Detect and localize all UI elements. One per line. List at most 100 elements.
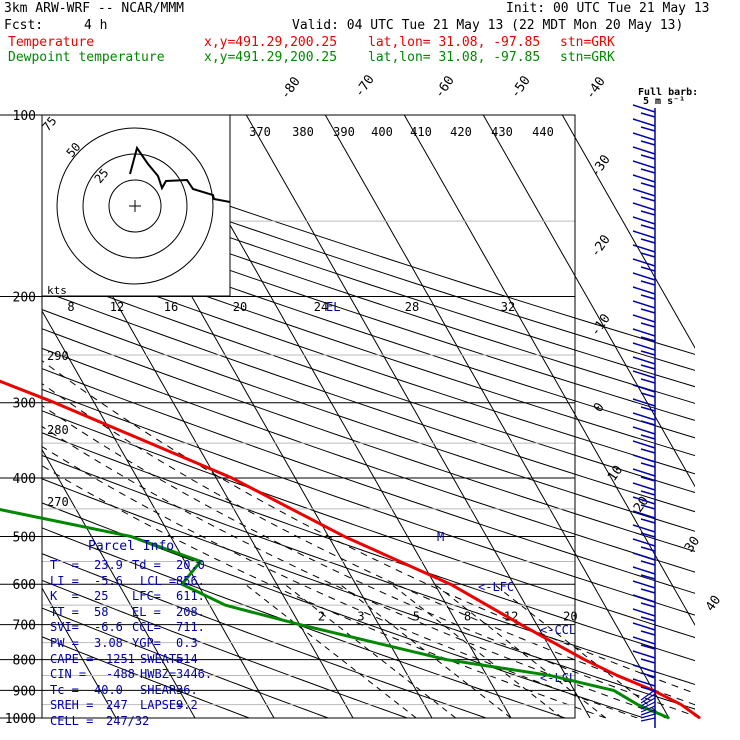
temperature-point-13 bbox=[699, 717, 701, 719]
wind-barb-half-378 bbox=[640, 378, 656, 384]
wind-barb-434 bbox=[632, 426, 656, 435]
temperature-point-9 bbox=[583, 658, 586, 661]
isotherm-label--80: -80 bbox=[278, 74, 304, 102]
wind-barb-392 bbox=[632, 384, 656, 393]
parcel-cell: LCL = bbox=[140, 573, 177, 588]
parcel-cell: 40.0 bbox=[94, 682, 123, 697]
wind-barb-546 bbox=[632, 538, 656, 547]
parcel-cell: Td = bbox=[132, 558, 161, 572]
hodograph-speed-label: kts bbox=[47, 284, 67, 297]
wind-barb-half-168 bbox=[640, 168, 656, 174]
dewpoint-xy: x,y=491.29,200.25 bbox=[204, 50, 338, 65]
wind-barb-half-672 bbox=[640, 672, 656, 678]
temperature-point-10 bbox=[616, 674, 618, 677]
wind-barb-252 bbox=[632, 244, 656, 253]
moist-adiabat-4 bbox=[42, 383, 695, 706]
moist-adiabat-1 bbox=[42, 445, 638, 718]
wind-barb-644 bbox=[632, 636, 656, 645]
wind-barb-sfc-0 bbox=[640, 689, 656, 701]
parcel-cell: 20.0 bbox=[176, 558, 205, 572]
dewpoint-point-10 bbox=[181, 583, 183, 586]
wind-barb-sfc-6 bbox=[640, 713, 656, 719]
wind-barb-half-266 bbox=[640, 266, 656, 272]
wind-barb-490 bbox=[632, 482, 656, 491]
isotherm-label--40: -40 bbox=[583, 74, 609, 102]
parcel-cell: 9.2 bbox=[176, 698, 198, 713]
theta-label-270: 270 bbox=[47, 495, 69, 509]
dewpoint-point-12 bbox=[298, 623, 301, 626]
isotherm-label--70: -70 bbox=[352, 72, 378, 100]
wind-barb-half-434 bbox=[640, 434, 656, 440]
wind-barb-sfc-3 bbox=[640, 701, 656, 710]
theta-e-label-440: 440 bbox=[532, 125, 554, 139]
isotherm-label--60: -60 bbox=[432, 73, 458, 101]
temperature-point-5 bbox=[231, 477, 233, 479]
parcel-cell: EL = bbox=[132, 604, 161, 619]
theta-e-label-390: 390 bbox=[333, 125, 355, 139]
pressure-lines bbox=[0, 114, 576, 719]
mixing-ratio-line-20 bbox=[493, 583, 666, 719]
wind-barb-half-322 bbox=[640, 322, 656, 328]
dewpoint-point-17 bbox=[668, 717, 670, 719]
hodograph-ring-75 bbox=[56, 127, 214, 285]
wind-barb-210 bbox=[632, 202, 656, 211]
parcel-cell: 711. bbox=[176, 620, 205, 635]
forecast-label: Fcst: bbox=[4, 18, 44, 33]
mixing-ratio-lines bbox=[244, 583, 666, 719]
init-time: Init: 00 UTC Tue 21 May 13 bbox=[506, 1, 710, 16]
wind-barb-294 bbox=[632, 286, 656, 295]
wind-barb-630 bbox=[632, 622, 656, 631]
moist-adiabat-2 bbox=[42, 425, 670, 718]
wind-barb-140 bbox=[632, 132, 656, 141]
profiles bbox=[0, 379, 701, 720]
pressure-label-1000: 1000 bbox=[5, 712, 36, 727]
parcel-info-title: Parcel Info bbox=[88, 539, 175, 554]
dewpoint-point-8 bbox=[130, 535, 132, 538]
wind-barb-560 bbox=[632, 552, 656, 561]
parcel-cell: 611. bbox=[176, 589, 205, 604]
theta-e-label-400: 400 bbox=[371, 125, 393, 139]
parcel-cell: CAPE = bbox=[50, 651, 94, 666]
mixing-ratio-label-20: 20 bbox=[563, 610, 577, 624]
wind-barb-half-154 bbox=[640, 154, 656, 160]
level-marker-2: <-LFC bbox=[478, 580, 514, 594]
parcel-cell: 3446. bbox=[176, 667, 213, 682]
wind-barb-half-294 bbox=[640, 294, 656, 300]
wind-barb-unit: 5 m s⁻¹ bbox=[643, 96, 685, 107]
isotherm-label-0: 0 bbox=[591, 400, 608, 415]
wind-barb-half-350 bbox=[640, 350, 656, 356]
isotherm-label--30: -30 bbox=[588, 152, 614, 180]
parcel-cell: YGP= bbox=[132, 636, 161, 650]
wind-barb-half-238 bbox=[640, 238, 656, 244]
hodograph-trace bbox=[129, 145, 231, 203]
wind-barb-half-588 bbox=[640, 588, 656, 594]
wind-barb-half-392 bbox=[640, 392, 656, 398]
parcel-cell: TT = bbox=[50, 604, 79, 619]
wind-barb-half-616 bbox=[640, 616, 656, 622]
valid-time: Valid: 04 UTC Tue 21 May 13 (22 MDT Mon … bbox=[292, 18, 684, 33]
dewpoint-point-9 bbox=[199, 560, 202, 563]
wind-barb-266 bbox=[632, 258, 656, 267]
parcel-cell: 58 bbox=[94, 604, 109, 619]
isotherm-40 bbox=[482, 115, 695, 488]
wind-barb-532 bbox=[632, 524, 656, 533]
wind-barb-sfc-7 bbox=[640, 717, 656, 722]
isotherm-label-40: 40 bbox=[703, 593, 724, 614]
parcel-cell: 0.3 bbox=[176, 636, 198, 650]
theta-label-290: 290 bbox=[47, 349, 69, 363]
temperature-point-12 bbox=[680, 703, 682, 706]
wind-barb-238 bbox=[632, 230, 656, 239]
wind-barb-half-308 bbox=[640, 308, 656, 314]
temperature-point-6 bbox=[343, 535, 346, 538]
isotherm-50 bbox=[561, 115, 695, 349]
wind-barb-half-406 bbox=[640, 406, 656, 412]
dewpoint-point-13 bbox=[445, 658, 447, 661]
dewpoint-latlon: lat,lon= 31.08, -97.85 bbox=[368, 50, 541, 65]
parcel-cell: Tc = bbox=[50, 682, 79, 697]
isotherm-10 bbox=[245, 115, 591, 718]
parcel-cell: CELL = bbox=[50, 714, 94, 728]
parcel-cell: 856. bbox=[176, 573, 205, 588]
wind-barb-sfc-1 bbox=[640, 693, 656, 704]
parcel-cell: 247/32 bbox=[106, 714, 150, 728]
